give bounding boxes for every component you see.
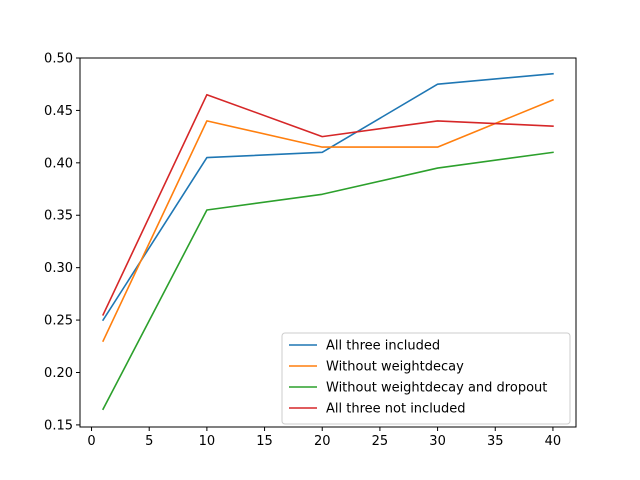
y-tick-label: 0.25 — [44, 314, 73, 329]
x-tick-label: 15 — [256, 434, 273, 449]
legend-label-3: Without weightdecay and dropout — [326, 381, 547, 396]
x-tick-label: 0 — [87, 434, 95, 449]
x-tick-label: 30 — [429, 434, 446, 449]
x-tick-label: 40 — [545, 434, 562, 449]
series-line-4 — [102, 93, 554, 316]
y-tick-label: 0.50 — [44, 52, 73, 67]
axes: 0 5 10 15 20 25 30 35 40 0.15 0.20 0.25 0.30 0.35 0.40… — [44, 52, 577, 449]
x-tick-label: 25 — [372, 434, 389, 449]
x-tick-label: 10 — [199, 434, 216, 449]
series-line-3 — [101, 151, 554, 411]
series-line-2 — [102, 98, 554, 343]
series-line-1 — [101, 72, 554, 322]
y-tick-label: 0.35 — [44, 209, 73, 224]
plot-area — [101, 72, 554, 411]
x-tick-label: 35 — [487, 434, 504, 449]
y-tick-label: 0.15 — [44, 418, 73, 433]
x-tick-label: 20 — [314, 434, 331, 449]
x-tick-label: 5 — [145, 434, 153, 449]
legend-box — [281, 332, 571, 425]
y-tick-label: 0.45 — [44, 104, 73, 119]
y-tick-label: 0.40 — [44, 156, 73, 171]
y-tick-label: 0.30 — [44, 261, 73, 276]
legend: All three included Without weightdecay Wit… — [281, 332, 571, 425]
axes-frame — [79, 57, 577, 428]
legend-label-2: Without weightdecay — [326, 360, 464, 375]
legend-label-4: All three not included — [326, 402, 466, 417]
y-tick-label: 0.20 — [44, 366, 73, 381]
legend-label-1: All three included — [326, 339, 440, 354]
